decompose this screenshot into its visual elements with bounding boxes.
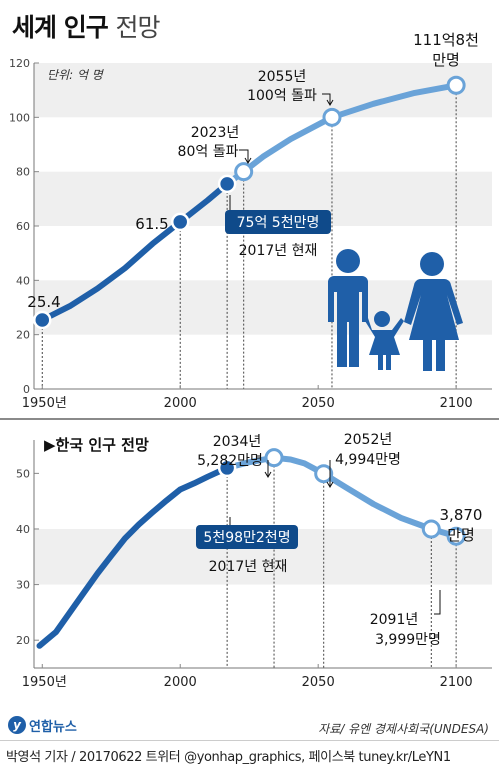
world-x-ticks: 1950년 2000 2050 2100 [22, 385, 492, 411]
pointer-2055 [322, 93, 331, 104]
k-x-tick-label: 2050 [302, 675, 335, 690]
footer-divider [0, 740, 499, 741]
k-label-2052-text: 4,994만명 [335, 452, 401, 468]
k-current-box [196, 525, 298, 549]
k-pointer-2034-head [264, 471, 272, 478]
k-label-2100-line2: 만명 [447, 526, 475, 544]
w-x-tick-label: 2100 [440, 396, 473, 411]
korea-population-chart: 20 30 40 50 1950년 2000 2050 2100 ▶한국 인구 전망 203… [16, 432, 492, 690]
w-x-tick-label: 2050 [302, 396, 335, 411]
world-population-chart: 0 20 40 60 80 100 120 1950년 2000 2050 2100 단위: 억 … [9, 31, 492, 411]
k-pointer-2091 [434, 590, 441, 615]
k-label-2091-year: 2091년 [370, 612, 419, 628]
label-2100-line2: 만명 [432, 51, 460, 69]
pointer-2023 [239, 149, 249, 162]
w-y-tick-label: 40 [16, 274, 30, 287]
section-title: ▶한국 인구 전망 [44, 436, 149, 454]
yonhap-logo-text: 연합뉴스 [29, 719, 77, 735]
k-label-2100-line1: 3,870 [440, 506, 483, 524]
current-box [225, 210, 331, 234]
k-y-tick-label: 40 [16, 523, 30, 536]
current-box-text: 75억 5천만명 [237, 215, 320, 231]
label-2023-year: 2023년 [191, 125, 240, 141]
pointer-2055-head [326, 99, 334, 106]
k-x-tick-label: 2100 [440, 675, 473, 690]
label-2055-year: 2055년 [258, 69, 307, 85]
k-label-2034-text: 5,282만명 [197, 453, 263, 469]
title-main: 세계 인구 [12, 13, 109, 42]
label-2100-line1: 111억8천 [413, 31, 479, 49]
credit-line: 박영석 기자 / 20170622 트위터 @yonhap_graphics, … [6, 750, 451, 765]
k-y-tick-label: 20 [16, 634, 30, 647]
k-x-tick-label: 2000 [164, 675, 197, 690]
k-current-box-text: 5천98만2천명 [203, 530, 290, 546]
k-current-text: 2017년 현재 [209, 559, 288, 575]
world-markers [33, 75, 466, 330]
family-icon [328, 249, 463, 371]
k-marker-open [314, 464, 334, 484]
korea-markers [217, 448, 466, 546]
korea-guide-lines [226, 457, 457, 668]
label-2023-text: 80억 돌파 [178, 144, 239, 160]
page-title: 세계 인구 전망 [12, 8, 160, 44]
w-x-tick-label: 1950년 [22, 396, 67, 411]
w-x-tick-label: 2000 [164, 396, 197, 411]
source-note: 자료/ 유엔 경제사회국(UNDESA) [318, 722, 489, 736]
section-divider [0, 418, 499, 420]
korea-x-ticks: 1950년 2000 2050 2100 [22, 664, 492, 690]
k-label-2091-text: 3,999만명 [375, 632, 441, 648]
k-pointer-2052-head [326, 481, 334, 488]
korea-y-ticks: 20 30 40 50 [16, 440, 39, 668]
label-1950: 25.4 [27, 293, 60, 311]
w-marker-filled [217, 174, 237, 194]
k-projection-line [224, 454, 460, 540]
k-label-2034-year: 2034년 [213, 434, 262, 450]
yonhap-logo-mark: y [8, 716, 26, 734]
w-y-tick-label: 20 [16, 329, 30, 342]
w-y-tick-label: 60 [16, 220, 30, 233]
unit-label: 단위: 억 명 [47, 68, 105, 82]
w-y-tick-label: 120 [9, 57, 30, 70]
label-2000: 61.5 [135, 215, 168, 233]
k-marker-open [421, 519, 441, 539]
w-marker-filled [33, 310, 52, 330]
world-y-ticks: 0 20 40 60 80 100 120 [9, 57, 39, 396]
current-text: 2017년 현재 [239, 243, 318, 259]
title-sub: 전망 [115, 13, 160, 42]
w-marker-filled [170, 212, 190, 232]
k-marker-open [446, 526, 466, 546]
w-y-tick-label: 100 [9, 111, 30, 124]
k-marker-open [264, 448, 284, 468]
k-y-tick-label: 50 [16, 467, 30, 480]
k-label-2052-year: 2052년 [344, 432, 393, 448]
w-y-tick-label: 0 [23, 383, 30, 396]
pointer-2023-head [244, 157, 252, 164]
w-y-tick-label: 80 [16, 166, 30, 179]
k-x-tick-label: 1950년 [22, 675, 67, 690]
w-marker-open [446, 75, 466, 95]
k-y-tick-label: 30 [16, 579, 30, 592]
k-marker-filled [217, 458, 237, 478]
w-historical-line [39, 180, 231, 323]
w-marker-open [322, 107, 342, 127]
w-marker-open [234, 162, 254, 182]
label-2055-text: 100억 돌파 [247, 88, 317, 104]
k-historical-line [36, 464, 231, 649]
yonhap-logo: y 연합뉴스 [8, 714, 77, 736]
